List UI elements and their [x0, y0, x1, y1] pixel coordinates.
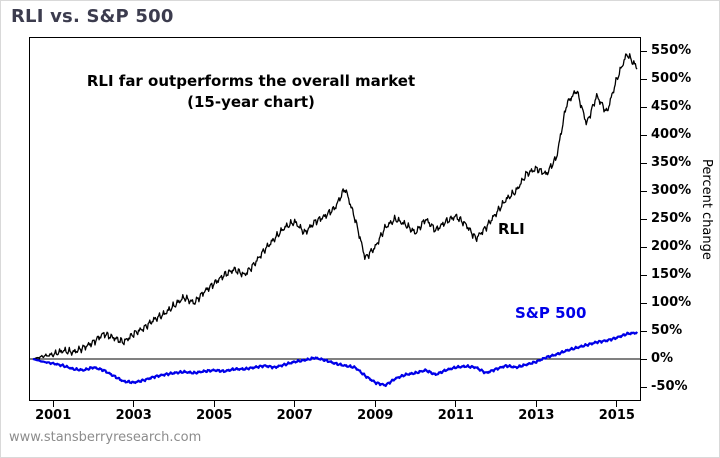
- y-tick-mark: [641, 134, 647, 136]
- x-tick-mark: [535, 401, 537, 407]
- x-tick-label: 2009: [357, 408, 394, 423]
- y-tick-label: 550%: [651, 43, 692, 58]
- y-tick-label: 0%: [651, 351, 674, 366]
- plot-frame: [29, 37, 641, 401]
- y-tick-label: 350%: [651, 155, 692, 170]
- y-tick-mark: [641, 106, 647, 108]
- x-tick-mark: [455, 401, 457, 407]
- source-text: www.stansberryresearch.com: [9, 430, 202, 445]
- y-tick-mark: [641, 190, 647, 192]
- y-tick-mark: [641, 386, 647, 388]
- x-tick-label: 2005: [196, 408, 233, 423]
- series-line-s-p-500: [32, 331, 638, 388]
- x-tick-label: 2011: [437, 408, 474, 423]
- x-tick-mark: [52, 401, 54, 407]
- x-tick-label: 2007: [276, 408, 313, 423]
- y-tick-label: 300%: [651, 183, 692, 198]
- y-tick-label: 200%: [651, 239, 692, 254]
- x-tick-label: 2001: [35, 408, 72, 423]
- x-tick-label: 2015: [598, 408, 635, 423]
- x-tick-mark: [133, 401, 135, 407]
- series-line-rli: [32, 53, 638, 360]
- y-tick-mark: [641, 246, 647, 248]
- y-tick-mark: [641, 50, 647, 52]
- sp500-series-label: S&P 500: [515, 304, 587, 322]
- y-tick-label: -50%: [651, 379, 688, 394]
- y-tick-label: 100%: [651, 295, 692, 310]
- y-tick-label: 450%: [651, 99, 692, 114]
- y-tick-mark: [641, 302, 647, 304]
- x-tick-mark: [616, 401, 618, 407]
- y-tick-label: 50%: [651, 323, 683, 338]
- plot-svg: [29, 37, 641, 401]
- x-tick-mark: [213, 401, 215, 407]
- y-tick-label: 150%: [651, 267, 692, 282]
- y-tick-mark: [641, 330, 647, 332]
- y-tick-mark: [641, 162, 647, 164]
- page-title: RLI vs. S&P 500: [11, 6, 174, 27]
- y-tick-mark: [641, 274, 647, 276]
- x-tick-label: 2013: [518, 408, 555, 423]
- y-tick-mark: [641, 358, 647, 360]
- annotation-line-1: RLI far outperforms the overall market: [86, 72, 416, 90]
- y-tick-label: 250%: [651, 211, 692, 226]
- x-tick-label: 2003: [115, 408, 152, 423]
- y-tick-label: 400%: [651, 127, 692, 142]
- x-tick-mark: [374, 401, 376, 407]
- y-tick-label: 500%: [651, 71, 692, 86]
- y-tick-mark: [641, 218, 647, 220]
- plot-area: [29, 37, 641, 401]
- x-tick-mark: [294, 401, 296, 407]
- y-tick-mark: [641, 78, 647, 80]
- rli-series-label: RLI: [498, 220, 525, 238]
- y-axis-title: Percent change: [699, 159, 714, 260]
- annotation-line-2: (15-year chart): [187, 93, 315, 111]
- annotation: RLI far outperforms the overall market (…: [51, 71, 451, 113]
